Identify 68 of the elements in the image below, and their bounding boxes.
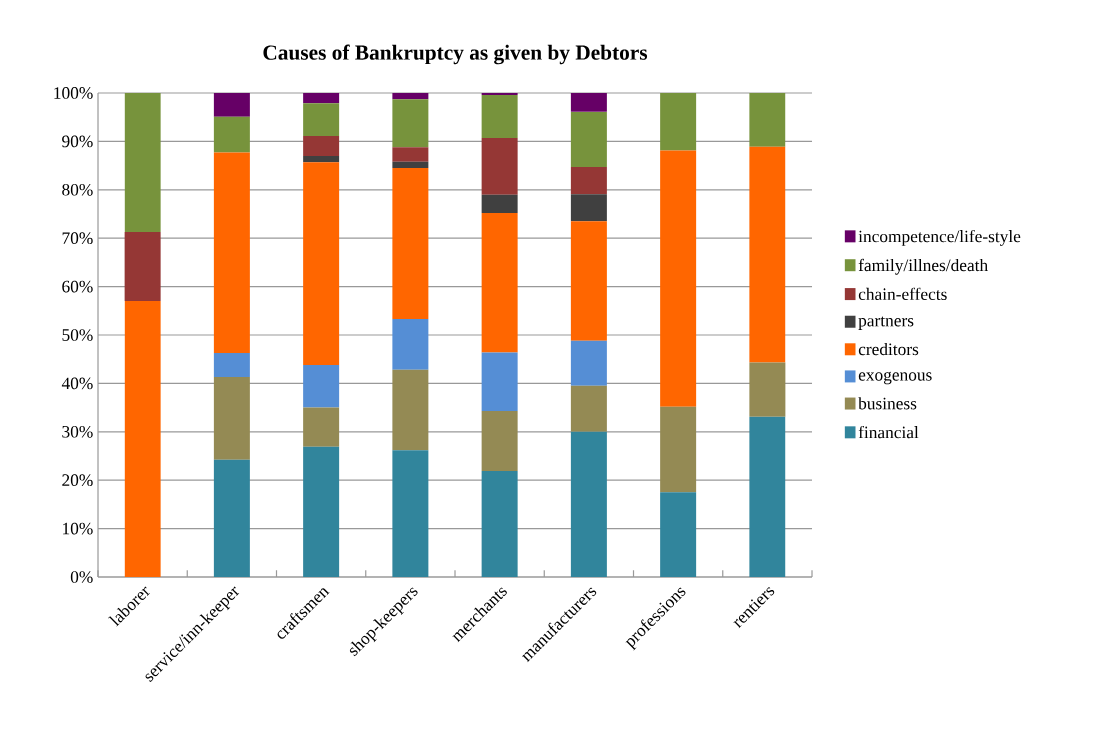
legend-label: chain-effects (858, 287, 947, 301)
bar (749, 146, 786, 363)
bar (481, 94, 518, 139)
y-tick-label: 40% (61, 377, 93, 390)
y-tick-label: 100% (54, 87, 93, 99)
bar (303, 103, 340, 137)
y-tick-label: 0% (70, 571, 93, 583)
bar (660, 406, 697, 493)
bar (570, 111, 607, 168)
bar (481, 213, 518, 353)
y-tick-label: 60% (62, 280, 93, 293)
bar (213, 459, 250, 577)
bar (481, 471, 518, 577)
y-tick-label: 70% (62, 232, 93, 245)
bar (124, 93, 161, 232)
bar (392, 369, 429, 451)
y-tick-label: 10% (63, 522, 93, 535)
legend-label: business (858, 397, 917, 410)
bar (392, 161, 429, 169)
bar (570, 167, 607, 195)
bar (392, 168, 429, 320)
legend-label: partners (858, 316, 914, 330)
bar (570, 194, 607, 222)
bar (124, 231, 161, 302)
bar (392, 450, 429, 577)
bar (570, 385, 607, 432)
bar (570, 221, 607, 341)
bar (481, 138, 518, 195)
legend-label: incompetence/life-style (858, 229, 1021, 246)
bar (213, 93, 250, 117)
bar (303, 93, 340, 104)
legend-label: financial (858, 425, 919, 439)
y-tick-label: 30% (62, 425, 93, 438)
bar (303, 365, 340, 408)
legend-label: exogenous (858, 371, 932, 385)
y-tick-label: 80% (62, 183, 93, 196)
bar (392, 319, 429, 370)
bar (481, 194, 518, 214)
bar (392, 99, 429, 148)
bar (213, 152, 250, 353)
bar (749, 362, 786, 417)
legend-label: family/illnes/death (858, 258, 988, 275)
bar (660, 492, 697, 577)
bar (570, 431, 607, 577)
bar (392, 93, 429, 100)
bar (749, 416, 786, 577)
bar (303, 136, 340, 156)
bar (213, 116, 250, 153)
bar (749, 93, 786, 147)
y-tick-label: 90% (62, 135, 93, 148)
bar (213, 377, 250, 460)
bar (660, 93, 697, 151)
bar (570, 340, 607, 386)
bar (213, 352, 250, 378)
bar (570, 93, 607, 112)
y-tick-label: 20% (62, 474, 93, 487)
bar (481, 410, 518, 471)
chart-title: Causes of Bankruptcy as given by Debtors (263, 44, 648, 65)
bar (303, 407, 340, 447)
bar (481, 352, 518, 411)
y-tick-label: 50% (62, 329, 93, 341)
bar (303, 446, 340, 577)
bar (124, 301, 161, 577)
bar (392, 147, 429, 162)
legend-label: creditors (858, 342, 919, 356)
bar (303, 155, 340, 163)
bar (660, 150, 697, 407)
bar (303, 162, 340, 366)
